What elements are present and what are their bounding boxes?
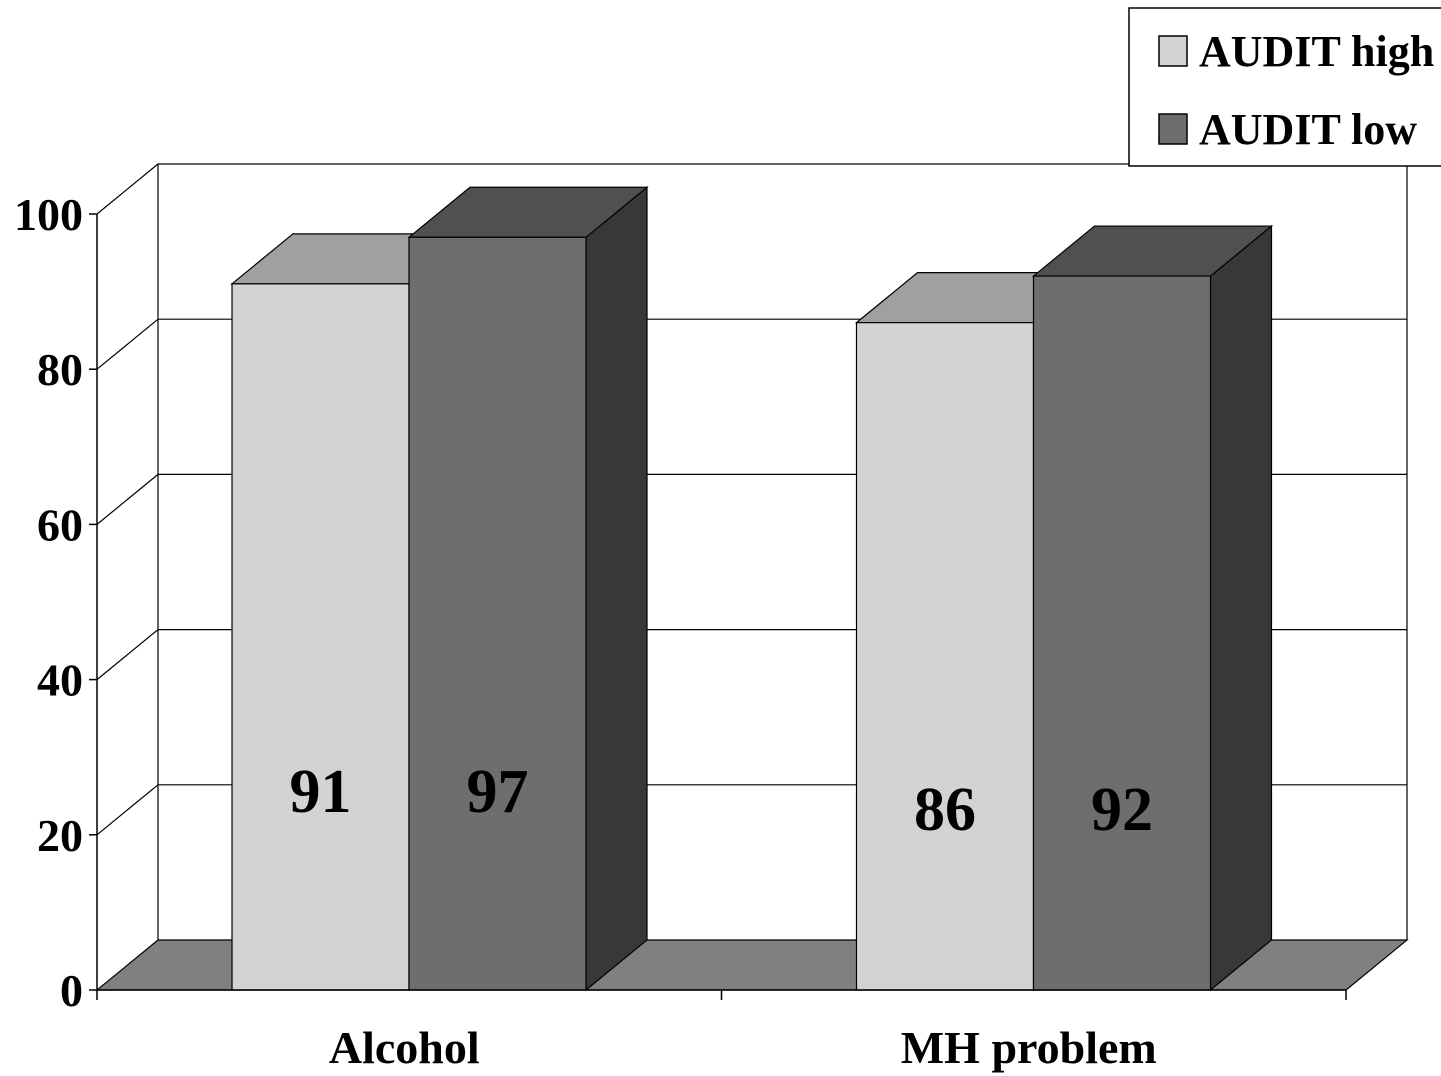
bar-front xyxy=(855,322,1035,991)
data-label: 91 xyxy=(290,758,352,826)
legend: AUDIT high AUDIT low xyxy=(1128,7,1441,167)
y-tick-label: 40 xyxy=(37,655,83,706)
legend-label: AUDIT low xyxy=(1199,105,1417,154)
bar-side xyxy=(585,186,648,992)
gridline-side xyxy=(96,318,159,370)
gridline-side xyxy=(96,784,159,836)
category-label: MH problem xyxy=(901,1022,1157,1073)
gridline-side xyxy=(96,473,159,525)
back-wall xyxy=(157,163,1408,940)
data-label: 92 xyxy=(1091,776,1153,844)
bar-front xyxy=(1032,275,1212,991)
data-label: 97 xyxy=(467,758,529,826)
legend-swatch xyxy=(1158,113,1188,145)
bar-front xyxy=(231,283,410,991)
category-label: Alcohol xyxy=(329,1022,480,1073)
y-axis: 0 20 40 60 80 100 xyxy=(14,189,98,1016)
x-axis: Alcohol MH problem xyxy=(96,989,1347,1073)
bar-front xyxy=(408,236,587,991)
bar xyxy=(1031,224,1274,992)
y-tick-label: 100 xyxy=(14,189,83,240)
y-tick-label: 80 xyxy=(37,344,83,395)
legend-label: AUDIT high xyxy=(1199,27,1434,76)
bar-side xyxy=(1209,224,1273,992)
legend-swatch xyxy=(1158,35,1188,67)
y-tick-label: 20 xyxy=(37,810,83,861)
y-tick-label: 60 xyxy=(37,499,83,550)
y-tick-label: 0 xyxy=(60,965,83,1016)
data-label: 86 xyxy=(914,776,976,844)
gridline-side xyxy=(96,163,159,215)
bars xyxy=(230,186,1274,992)
data-labels: 91 97 86 92 xyxy=(290,758,1154,844)
bar xyxy=(407,186,649,992)
gridline-side xyxy=(96,629,159,681)
